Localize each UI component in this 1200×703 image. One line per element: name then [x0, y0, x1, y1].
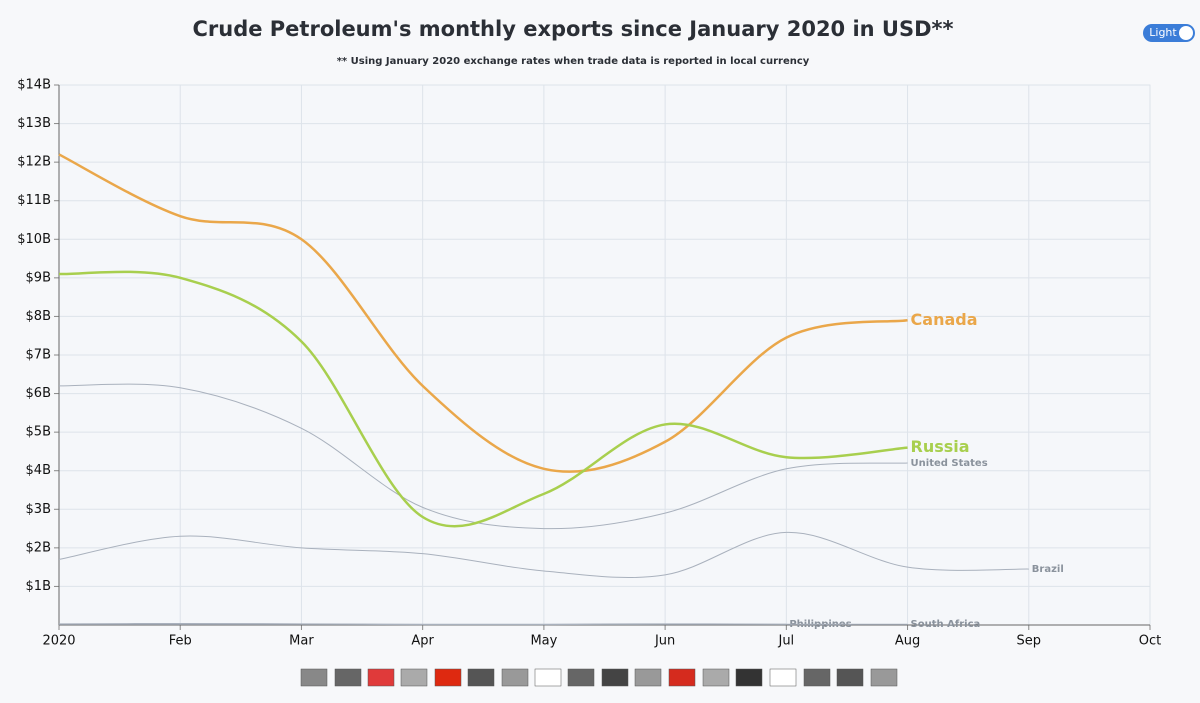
y-tick-label: $5B [26, 425, 51, 440]
flag[interactable] [634, 668, 662, 687]
y-tick-label: $4B [26, 463, 51, 478]
series-label: Canada [911, 310, 978, 329]
x-tick-label: Feb [169, 634, 192, 649]
x-tick-label: May [530, 634, 557, 649]
x-tick-label: Sep [1017, 634, 1042, 649]
x-tick-label: 2020 [42, 634, 75, 649]
flag[interactable] [735, 668, 763, 687]
y-tick-label: $10B [17, 232, 51, 247]
y-tick-label: $6B [26, 386, 51, 401]
flag[interactable] [567, 668, 595, 687]
y-tick-label: $3B [26, 502, 51, 517]
x-tick-label: Jul [777, 634, 794, 649]
x-tick-label: Jun [654, 634, 675, 649]
flag[interactable] [300, 668, 328, 687]
x-tick-label: Apr [411, 634, 434, 649]
series-label: Brazil [1032, 564, 1064, 575]
y-tick-label: $11B [17, 193, 51, 208]
flag[interactable] [601, 668, 629, 687]
series-label: Russia [911, 437, 970, 456]
flag[interactable] [501, 668, 529, 687]
series-line [58, 531, 1029, 579]
flag[interactable] [467, 668, 495, 687]
y-tick-label: $7B [26, 348, 51, 363]
y-tick-label: $12B [17, 155, 51, 170]
toggle-label[interactable]: Light [1149, 26, 1177, 39]
chart-title: Crude Petroleum's monthly exports since … [192, 17, 953, 41]
series-line [58, 270, 908, 528]
flag[interactable] [870, 668, 898, 687]
flag[interactable] [534, 668, 562, 687]
y-tick-label: $8B [26, 309, 51, 324]
flag[interactable] [668, 668, 696, 687]
flag[interactable] [803, 668, 831, 687]
x-tick-label: Oct [1139, 634, 1161, 649]
y-tick-label: $13B [17, 116, 51, 131]
theme-toggle[interactable]: Light [1143, 24, 1195, 42]
flag[interactable] [769, 668, 797, 687]
flag-legend [300, 668, 898, 687]
series-label: South Africa [911, 619, 981, 630]
flag[interactable] [836, 668, 864, 687]
y-tick-label: $1B [26, 579, 51, 594]
flag[interactable] [334, 668, 362, 687]
toggle-knob[interactable] [1179, 26, 1193, 40]
x-tick-label: Mar [289, 634, 314, 649]
flag[interactable] [367, 668, 395, 687]
series-line [58, 153, 908, 473]
flag[interactable] [702, 668, 730, 687]
chart-subtitle: ** Using January 2020 exchange rates whe… [337, 56, 810, 67]
flag[interactable] [434, 668, 462, 687]
y-tick-label: $2B [26, 540, 51, 555]
y-tick-label: $14B [17, 78, 51, 93]
y-tick-label: $9B [26, 270, 51, 285]
x-tick-label: Aug [895, 634, 920, 649]
flag[interactable] [400, 668, 428, 687]
series-label: United States [911, 458, 988, 469]
